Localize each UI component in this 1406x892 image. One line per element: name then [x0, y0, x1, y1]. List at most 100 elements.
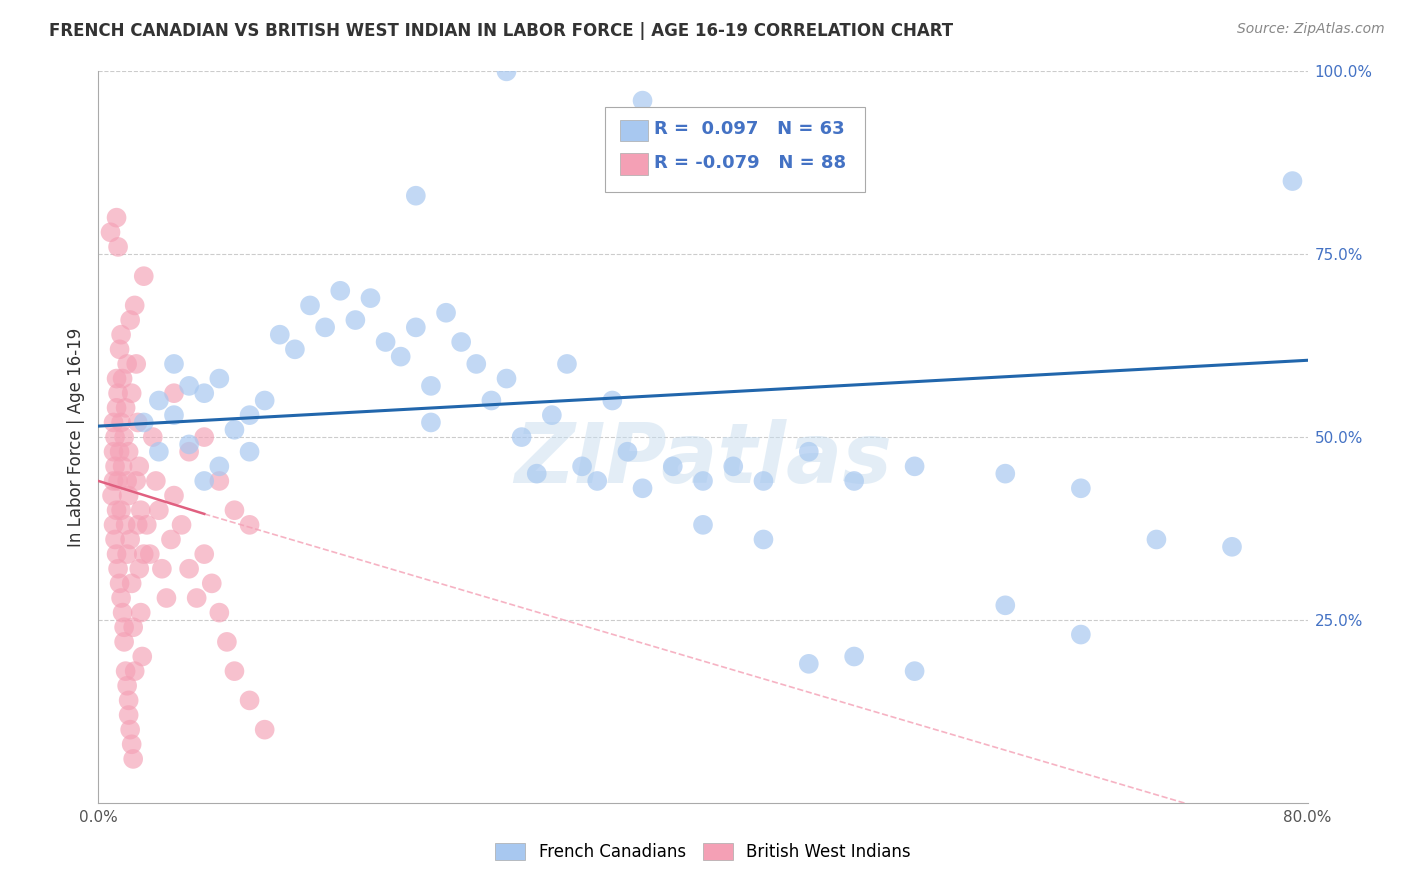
Point [129, 503, 152, 517]
Point [723, 459, 745, 474]
Point [127, 416, 149, 430]
Point [110, 327, 132, 342]
Point [114, 401, 136, 415]
Point [224, 664, 246, 678]
Point [122, 620, 145, 634]
Point [129, 606, 152, 620]
Point [179, 444, 201, 458]
Point [193, 547, 215, 561]
Point [797, 657, 820, 671]
Point [132, 547, 155, 561]
Point [111, 371, 134, 385]
Point [208, 606, 231, 620]
Point [208, 474, 231, 488]
Point [450, 334, 472, 349]
Point [193, 474, 215, 488]
Legend: French Canadians, British West Indians: French Canadians, British West Indians [489, 836, 917, 868]
Point [110, 591, 132, 605]
Point [101, 489, 124, 503]
Point [121, 576, 143, 591]
Point [108, 343, 131, 357]
Point [163, 408, 186, 422]
Point [148, 503, 170, 517]
Point [108, 444, 131, 458]
Point [107, 474, 129, 488]
Point [115, 357, 138, 371]
Point [904, 459, 927, 474]
Point [148, 444, 170, 458]
Point [269, 327, 291, 342]
Point [904, 664, 927, 678]
Point [105, 547, 128, 561]
Point [139, 547, 162, 561]
Point [128, 459, 150, 474]
Point [124, 298, 146, 312]
Point [405, 188, 427, 202]
Point [121, 737, 143, 751]
Point [616, 444, 638, 458]
Point [631, 94, 654, 108]
Point [112, 430, 135, 444]
Point [104, 533, 127, 547]
Point [150, 562, 173, 576]
Point [115, 547, 138, 561]
Text: FRENCH CANADIAN VS BRITISH WEST INDIAN IN LABOR FORCE | AGE 16-19 CORRELATION CH: FRENCH CANADIAN VS BRITISH WEST INDIAN I… [49, 22, 953, 40]
Point [122, 752, 145, 766]
Point [208, 371, 231, 385]
Point [239, 408, 262, 422]
Point [132, 269, 155, 284]
Point [118, 489, 141, 503]
Point [124, 664, 146, 678]
Point [163, 386, 186, 401]
Point [155, 591, 177, 605]
Point [107, 386, 129, 401]
Point [120, 723, 142, 737]
Point [104, 459, 127, 474]
Point [844, 649, 866, 664]
Point [405, 320, 427, 334]
Point [118, 444, 141, 458]
Point [121, 386, 143, 401]
Point [145, 474, 167, 488]
Point [224, 503, 246, 517]
Point [1070, 627, 1092, 641]
Point [186, 591, 208, 605]
Point [111, 606, 134, 620]
Point [112, 635, 135, 649]
Point [118, 693, 141, 707]
Point [692, 517, 714, 532]
Point [193, 430, 215, 444]
Text: R =  0.097   N = 63: R = 0.097 N = 63 [654, 120, 845, 138]
Point [108, 576, 131, 591]
Point [239, 444, 262, 458]
Point [571, 459, 593, 474]
Point [495, 64, 517, 78]
Point [510, 430, 533, 444]
Point [135, 517, 157, 532]
Point [253, 393, 276, 408]
Point [420, 416, 443, 430]
Point [118, 708, 141, 723]
Point [994, 467, 1017, 481]
Point [1281, 174, 1303, 188]
Point [434, 306, 457, 320]
Point [224, 423, 246, 437]
Point [132, 416, 155, 430]
Point [844, 474, 866, 488]
Point [110, 503, 132, 517]
Point [114, 517, 136, 532]
Point [120, 533, 142, 547]
Point [752, 474, 775, 488]
Point [1070, 481, 1092, 495]
Point [374, 334, 396, 349]
Point [314, 320, 336, 334]
Point [107, 562, 129, 576]
Point [103, 444, 125, 458]
Point [142, 430, 165, 444]
Point [179, 379, 201, 393]
Point [465, 357, 488, 371]
Point [540, 408, 562, 422]
Point [163, 489, 186, 503]
Point [201, 576, 224, 591]
Point [110, 416, 132, 430]
